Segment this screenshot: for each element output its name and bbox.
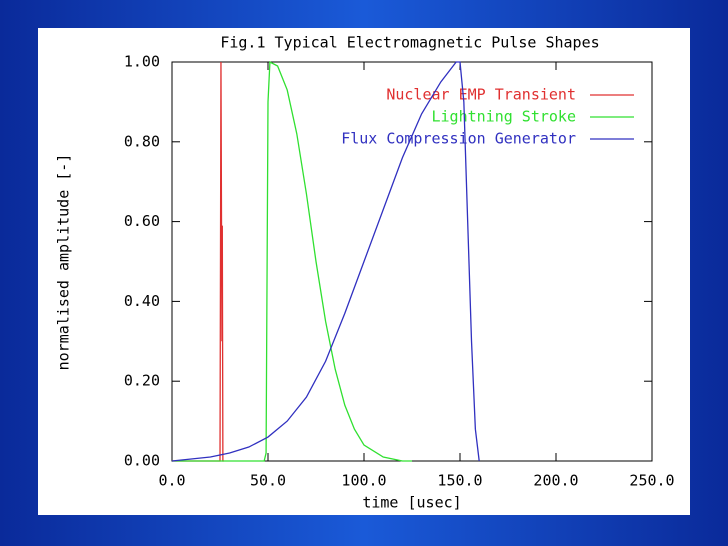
y-tick-label: 0.20 — [124, 372, 160, 390]
x-tick-label: 150.0 — [437, 472, 482, 490]
chart-title: Fig.1 Typical Electromagnetic Pulse Shap… — [220, 34, 599, 52]
y-tick-label: 0.00 — [124, 452, 160, 470]
y-tick-label: 1.00 — [124, 53, 160, 71]
x-tick-label: 50.0 — [250, 472, 286, 490]
x-tick-label: 100.0 — [341, 472, 386, 490]
panel — [38, 28, 690, 515]
legend-label: Flux Compression Generator — [341, 130, 576, 148]
y-tick-label: 0.80 — [124, 132, 160, 150]
legend-label: Lightning Stroke — [432, 108, 577, 126]
legend-label: Nuclear EMP Transient — [386, 86, 576, 104]
y-tick-label: 0.40 — [124, 292, 160, 310]
x-tick-label: 0.0 — [158, 472, 185, 490]
x-tick-label: 200.0 — [533, 472, 578, 490]
series-line — [172, 60, 412, 462]
x-tick-label: 250.0 — [629, 472, 674, 490]
y-tick-label: 0.60 — [124, 212, 160, 230]
x-axis-label: time [usec] — [362, 494, 461, 512]
y-axis-label: normalised amplitude [-] — [55, 154, 73, 371]
series-line — [171, 61, 480, 462]
